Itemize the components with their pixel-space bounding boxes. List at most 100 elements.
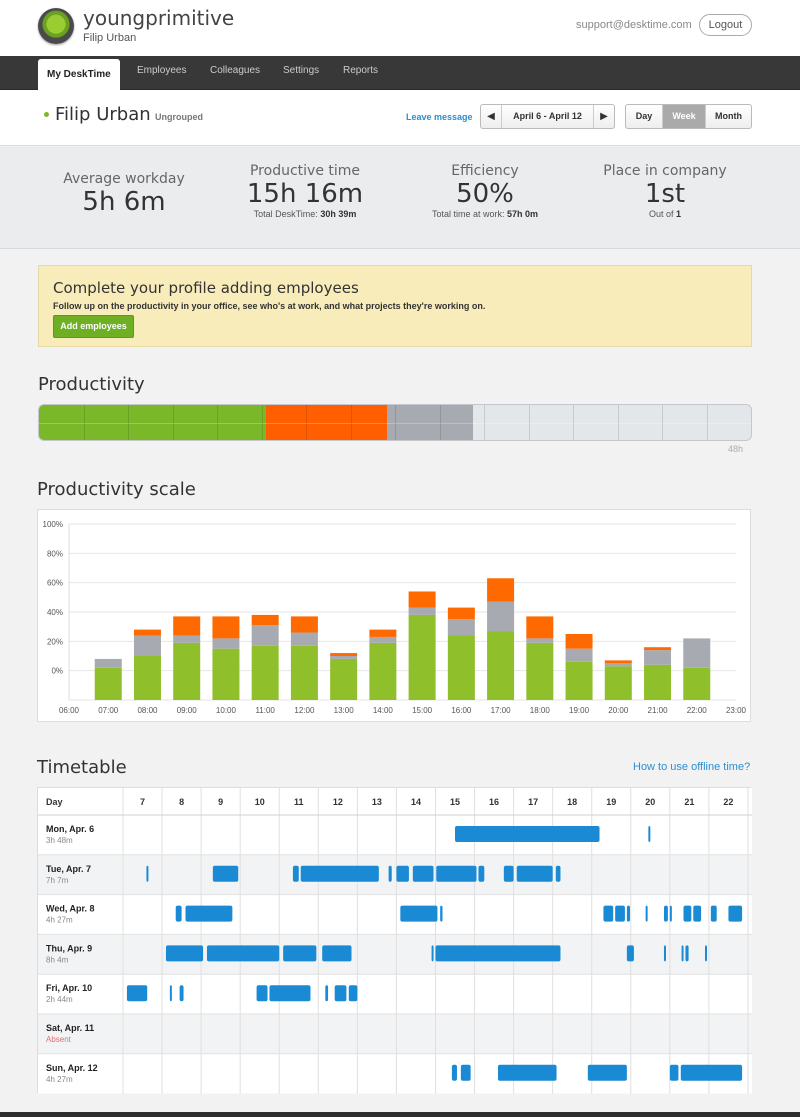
next-week-button[interactable]: ▶ — [593, 105, 614, 128]
activity-block[interactable] — [300, 865, 379, 882]
activity-block[interactable] — [626, 905, 630, 922]
unproductive-bar[interactable] — [487, 578, 515, 602]
neutral-bar[interactable] — [644, 650, 672, 665]
activity-block[interactable] — [603, 905, 614, 922]
activity-block[interactable] — [396, 865, 409, 882]
activity-block[interactable] — [175, 905, 182, 922]
tab-colleagues[interactable]: Colleagues — [210, 65, 261, 76]
activity-block[interactable] — [388, 865, 392, 882]
activity-block[interactable] — [440, 905, 443, 922]
activity-block[interactable] — [663, 905, 668, 922]
view-week-button[interactable]: Week — [663, 105, 705, 128]
logout-button[interactable]: Logout — [699, 14, 752, 36]
productive-bar[interactable] — [526, 642, 554, 700]
activity-block[interactable] — [185, 905, 233, 922]
support-email-link[interactable]: support@desktime.com — [576, 19, 692, 31]
tab-employees[interactable]: Employees — [137, 65, 187, 76]
unproductive-bar[interactable] — [644, 647, 672, 651]
tab-settings[interactable]: Settings — [283, 65, 320, 76]
activity-block[interactable] — [555, 865, 561, 882]
activity-block[interactable] — [710, 905, 717, 922]
offline-time-help-link[interactable]: How to use offline time? — [633, 761, 751, 773]
tab-reports[interactable]: Reports — [343, 65, 379, 76]
activity-block[interactable] — [179, 985, 184, 1002]
activity-block[interactable] — [728, 905, 743, 922]
activity-block[interactable] — [669, 905, 672, 922]
productive-bar[interactable] — [290, 645, 318, 700]
productive-bar[interactable] — [644, 664, 672, 700]
activity-block[interactable] — [165, 945, 204, 962]
neutral-bar[interactable] — [683, 638, 711, 668]
view-day-button[interactable]: Day — [626, 105, 663, 128]
prev-week-button[interactable]: ◀ — [481, 105, 502, 128]
activity-block[interactable] — [256, 985, 268, 1002]
activity-block[interactable] — [146, 865, 149, 882]
activity-block[interactable] — [516, 865, 553, 882]
unproductive-bar[interactable] — [251, 614, 279, 626]
unproductive-bar[interactable] — [447, 607, 475, 620]
activity-block[interactable] — [206, 945, 280, 962]
neutral-bar[interactable] — [173, 635, 201, 643]
productive-bar[interactable] — [604, 666, 632, 700]
unproductive-bar[interactable] — [565, 634, 593, 649]
activity-block[interactable] — [451, 1064, 457, 1081]
productive-bar[interactable] — [683, 667, 711, 700]
productive-bar[interactable] — [251, 645, 279, 700]
view-month-button[interactable]: Month — [705, 105, 751, 128]
activity-block[interactable] — [126, 985, 148, 1002]
productive-bar[interactable] — [408, 614, 436, 700]
activity-block[interactable] — [669, 1064, 679, 1081]
neutral-bar[interactable] — [212, 638, 240, 649]
activity-block[interactable] — [283, 945, 317, 962]
neutral-bar[interactable] — [251, 625, 279, 646]
unproductive-bar[interactable] — [526, 616, 554, 639]
activity-block[interactable] — [663, 945, 666, 962]
neutral-bar[interactable] — [369, 636, 397, 643]
unproductive-bar[interactable] — [133, 629, 161, 636]
leave-message-link[interactable]: Leave message — [406, 112, 473, 122]
neutral-bar[interactable] — [290, 632, 318, 646]
activity-block[interactable] — [704, 945, 707, 962]
tab-my-desktime[interactable]: My DeskTime — [38, 59, 120, 90]
activity-block[interactable] — [325, 985, 329, 1002]
productive-bar[interactable] — [173, 642, 201, 700]
activity-block[interactable] — [292, 865, 299, 882]
activity-block[interactable] — [436, 865, 477, 882]
activity-block[interactable] — [269, 985, 311, 1002]
productive-bar[interactable] — [133, 656, 161, 700]
activity-block[interactable] — [680, 1064, 743, 1081]
unproductive-bar[interactable] — [408, 591, 436, 608]
activity-block[interactable] — [400, 905, 438, 922]
productive-bar[interactable] — [212, 648, 240, 700]
neutral-bar[interactable] — [487, 601, 515, 632]
productive-bar[interactable] — [487, 631, 515, 700]
productive-bar[interactable] — [369, 642, 397, 700]
unproductive-bar[interactable] — [212, 616, 240, 639]
productive-bar[interactable] — [565, 661, 593, 700]
unproductive-bar[interactable] — [369, 629, 397, 637]
activity-block[interactable] — [460, 1064, 471, 1081]
activity-block[interactable] — [431, 945, 434, 962]
neutral-bar[interactable] — [604, 663, 632, 667]
activity-block[interactable] — [435, 945, 561, 962]
productive-bar[interactable] — [447, 635, 475, 700]
neutral-bar[interactable] — [94, 658, 122, 668]
neutral-bar[interactable] — [526, 638, 554, 643]
activity-block[interactable] — [169, 985, 172, 1002]
neutral-bar[interactable] — [133, 635, 161, 656]
neutral-bar[interactable] — [565, 648, 593, 662]
activity-block[interactable] — [503, 865, 514, 882]
neutral-bar[interactable] — [330, 656, 358, 659]
unproductive-bar[interactable] — [604, 660, 632, 664]
unproductive-bar[interactable] — [330, 653, 358, 656]
activity-block[interactable] — [648, 826, 651, 842]
neutral-bar[interactable] — [447, 619, 475, 636]
activity-block[interactable] — [497, 1064, 557, 1081]
activity-block[interactable] — [334, 985, 347, 1002]
activity-block[interactable] — [626, 945, 634, 962]
activity-block[interactable] — [683, 905, 692, 922]
add-employees-button[interactable]: Add employees — [53, 315, 134, 338]
unproductive-bar[interactable] — [290, 616, 318, 633]
activity-block[interactable] — [615, 905, 625, 922]
activity-block[interactable] — [348, 985, 358, 1002]
